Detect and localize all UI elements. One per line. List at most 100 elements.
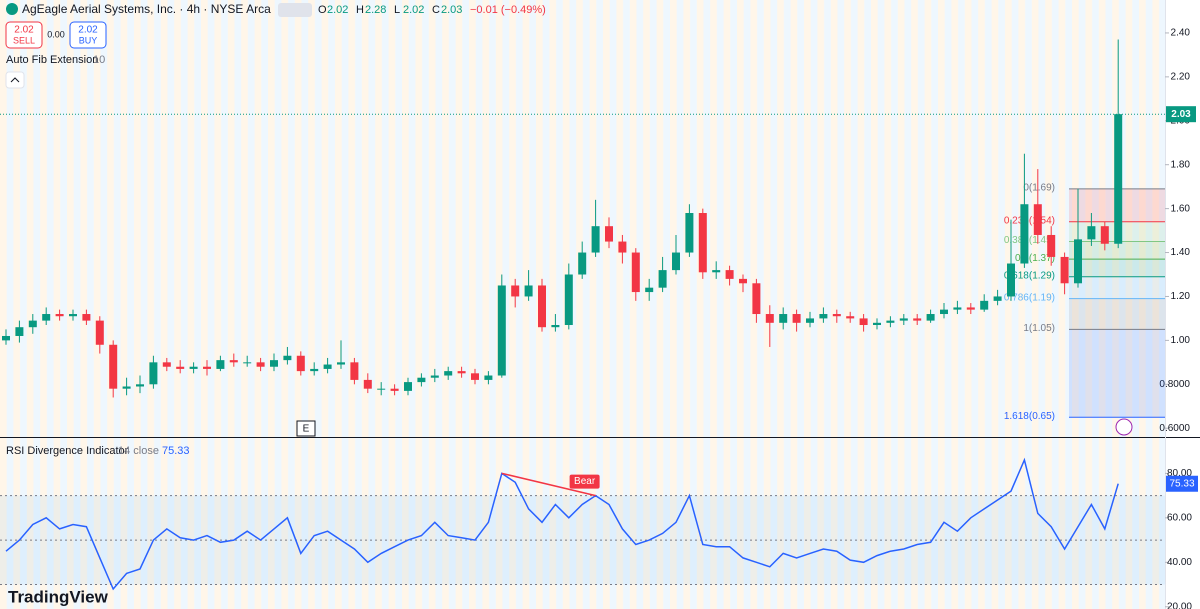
candle-body: [631, 252, 640, 293]
ohlc-change: −0.01 (−0.49%): [470, 4, 546, 16]
candle-body: [886, 320, 895, 323]
candle-body: [109, 344, 118, 389]
candle-body: [377, 388, 386, 390]
candle-body: [846, 316, 855, 319]
fib-label: 0.5(1.37): [1015, 253, 1055, 264]
candle-body: [819, 314, 828, 319]
rsi-value-label: 75.33: [1169, 478, 1194, 489]
candle-body: [162, 362, 171, 367]
ohlc-value: 2.03: [441, 4, 462, 16]
rsi-params: 14 close: [118, 445, 159, 457]
candle-body: [739, 278, 747, 284]
y-tick-label: 60.00: [1167, 512, 1192, 523]
candle-body: [417, 377, 426, 383]
candle-body: [524, 285, 533, 297]
candle-body: [993, 296, 1002, 301]
fib-band: [1069, 241, 1165, 260]
fib-indicator-length: 10: [93, 54, 105, 66]
divergence-badge: [569, 474, 600, 489]
collapse-button[interactable]: [5, 71, 25, 89]
candle-body: [1087, 226, 1096, 240]
candle-body: [42, 314, 51, 321]
y-tick-label: 1.40: [1171, 247, 1191, 258]
y-tick-label: 80.00: [1167, 468, 1192, 479]
candle-body: [1020, 204, 1029, 264]
candle-body: [1074, 239, 1082, 284]
candle-body: [792, 314, 801, 323]
fib-label: 0.786(1.19): [1004, 292, 1055, 303]
fib-label: 0.236(1.54): [1004, 215, 1055, 226]
candle-body: [859, 318, 868, 326]
buy-label: BUY: [79, 35, 98, 45]
candle-body: [444, 371, 453, 376]
candle-body: [658, 270, 667, 288]
candle-body: [926, 314, 935, 321]
candle-body: [672, 252, 680, 271]
y-tick-label: 2.20: [1171, 71, 1191, 82]
y-tick-label: 20.00: [1167, 601, 1192, 609]
y-tick-label: 1.60: [1171, 203, 1191, 214]
ohlc-value: 2.02: [327, 4, 348, 16]
fib-label: 0(1.69): [1023, 182, 1055, 193]
candle-body: [122, 386, 131, 389]
ohlc-value: 2.28: [365, 4, 386, 16]
spread: 0.00: [47, 29, 65, 39]
candle-body: [765, 314, 774, 323]
y-tick-label: 1.00: [1171, 335, 1191, 346]
candle-body: [337, 362, 345, 365]
candle-body: [149, 362, 158, 385]
candle-body: [1033, 204, 1042, 235]
candle-body: [69, 314, 77, 317]
candle-body: [283, 355, 292, 361]
candle-body: [618, 241, 627, 253]
candle-body: [1007, 263, 1015, 297]
candle-body: [698, 213, 707, 273]
y-tick-label: 1.20: [1171, 291, 1191, 302]
candle-body: [899, 318, 908, 321]
fib-label: 1.618(0.65): [1004, 411, 1055, 422]
candle-body: [484, 375, 493, 380]
compare-button[interactable]: [278, 3, 312, 17]
ohlc-value: 2.02: [403, 4, 424, 16]
candle-body: [873, 322, 881, 326]
fib-label: 0.618(1.29): [1004, 270, 1055, 281]
sell-button[interactable]: [5, 21, 43, 49]
divergence-label: Bear: [574, 476, 596, 487]
candle-body: [471, 373, 479, 380]
candle-body: [136, 384, 144, 387]
fib-band: [1069, 298, 1165, 330]
fib-band: [1069, 329, 1165, 418]
ohlc-key: L: [394, 4, 400, 16]
ohlc-key: O: [318, 4, 327, 16]
candle-body: [82, 314, 91, 321]
candle-body: [725, 270, 734, 279]
candle-body: [940, 309, 948, 315]
event-icon[interactable]: [1115, 418, 1133, 436]
candle-body: [538, 285, 546, 328]
candle-body: [95, 320, 104, 345]
last-price-badge: [1166, 106, 1196, 123]
candle-body: [256, 362, 265, 367]
buy-price: 2.02: [78, 25, 98, 36]
earnings-badge[interactable]: [296, 420, 316, 437]
candle-body: [1100, 226, 1109, 244]
candle-body: [15, 327, 24, 336]
symbol-icon: [6, 3, 18, 15]
brand-logo: TradingView: [8, 587, 109, 606]
candle-body: [779, 314, 788, 323]
candle-body: [806, 318, 814, 323]
candle-body: [229, 360, 238, 363]
candle-body: [564, 274, 573, 326]
content: 0.60000.80001.001.201.401.601.802.002.20…: [0, 28, 1198, 609]
candle-body: [1114, 114, 1123, 244]
candle-body: [605, 226, 613, 242]
fib-band: [1069, 276, 1165, 299]
rsi-current: 75.33: [162, 445, 190, 457]
symbol-title: AgEagle Aerial Systems, Inc. · 4h · NYSE…: [22, 2, 271, 16]
candle-body: [310, 368, 319, 372]
candle-body: [752, 283, 761, 315]
buy-button[interactable]: [69, 21, 107, 49]
y-tick-label: 0.6000: [1159, 423, 1190, 434]
collapse-icon: [10, 77, 20, 83]
rsi-title: RSI Divergence Indicator: [6, 445, 129, 457]
